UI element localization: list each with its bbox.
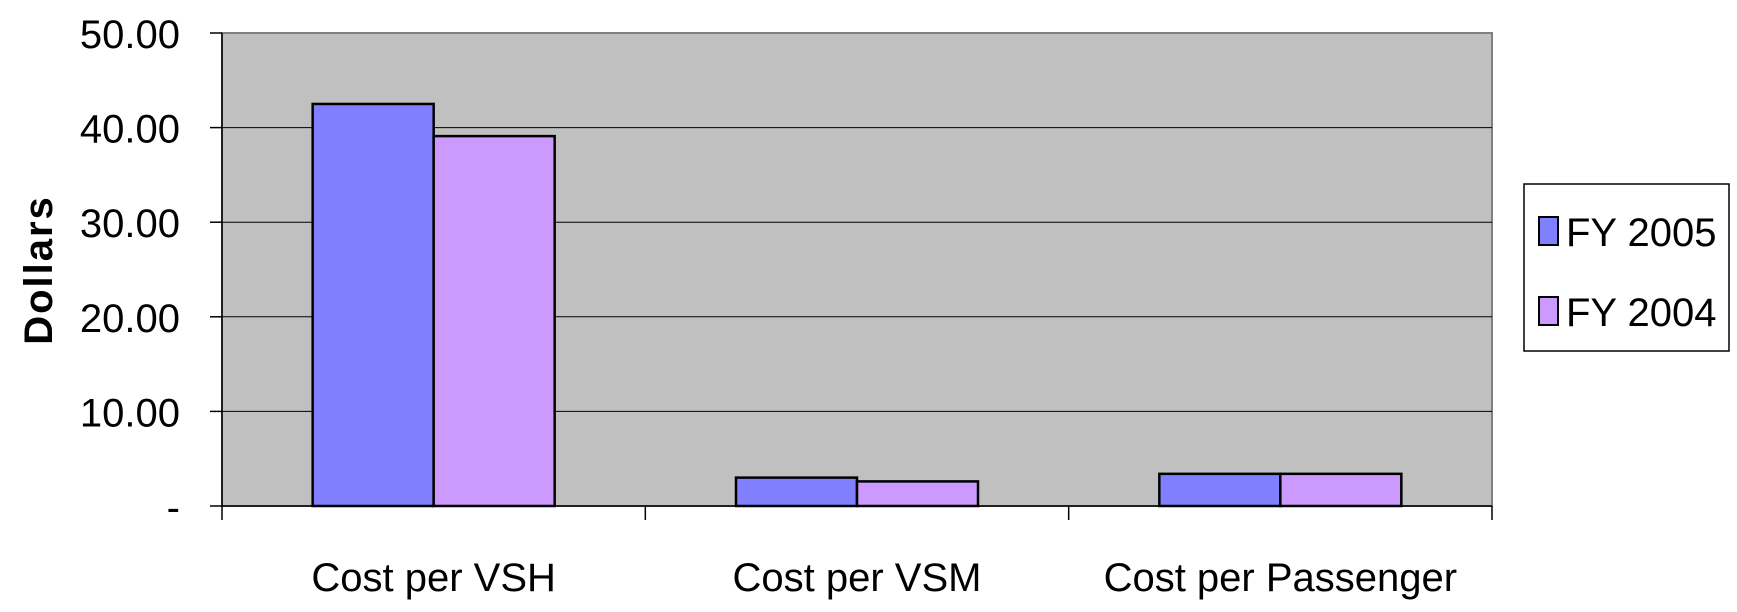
y-axis-label: Dollars [17, 195, 61, 345]
x-axis-ticks: Cost per VSH Cost per VSM Cost per Passeng… [221, 506, 1493, 600]
y-tick-label: 30.00 [80, 202, 180, 246]
x-tick-label: Cost per Passenger [1104, 556, 1458, 600]
legend-entry-label: FY 2004 [1566, 291, 1717, 335]
legend-entry-label: FY 2005 [1566, 211, 1717, 255]
legend: FY 2005 FY 2004 [1523, 183, 1730, 352]
x-tick-label: Cost per VSM [733, 556, 982, 600]
y-tick-label: - [167, 486, 180, 530]
legend-swatch [1538, 296, 1559, 326]
bar-fy-2005 [311, 102, 435, 508]
x-tick-label: Cost per VSH [311, 556, 556, 600]
bar-fy-2004 [855, 480, 980, 508]
y-tick-label: 20.00 [80, 297, 180, 341]
bar-fy-2005 [734, 476, 859, 508]
bar-fy-2004 [1279, 472, 1403, 508]
bar-fy-2004 [432, 134, 556, 508]
y-tick-label: 10.00 [80, 391, 180, 435]
axes [221, 33, 1492, 507]
y-tick-label: 50.00 [80, 13, 180, 57]
y-axis-ticks: - 10.00 20.00 30.00 40.00 50.00 [80, 13, 222, 530]
legend-swatch [1538, 216, 1559, 246]
bar-fy-2005 [1158, 472, 1282, 508]
y-tick-label: 40.00 [80, 108, 180, 152]
